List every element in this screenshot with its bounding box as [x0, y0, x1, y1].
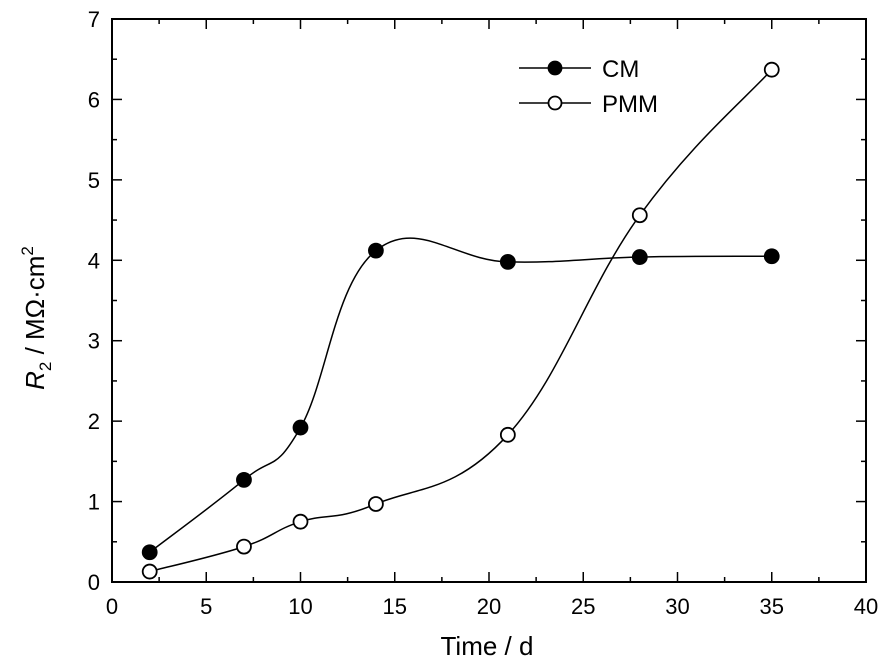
legend-label: PMM [602, 91, 658, 118]
x-tick-label: 5 [200, 594, 212, 619]
y-tick-label: 1 [88, 490, 100, 515]
series-line-cm [149, 237, 772, 553]
legend: CM PMM [519, 56, 658, 118]
data-point-pmm [236, 538, 252, 555]
data-point-pmm [141, 563, 158, 580]
x-tick-label: 25 [571, 594, 595, 619]
data-point-cm [141, 544, 158, 561]
legend-marker [547, 60, 563, 76]
y-tick-label: 0 [88, 570, 100, 595]
data-point-cm [292, 419, 309, 436]
data-point-cm [631, 249, 648, 265]
data-point-cm [763, 248, 780, 265]
x-tick-label: 40 [854, 594, 878, 619]
x-tick-label: 15 [383, 594, 407, 619]
data-point-pmm [499, 426, 516, 443]
series-pmm [141, 61, 780, 580]
y-tick-label: 4 [88, 248, 100, 273]
y-axis-title-symbol: R [20, 371, 50, 390]
y-axis-title-subscript: 2 [36, 362, 55, 371]
y-tick-label: 2 [88, 409, 100, 434]
x-axis-title: Time / d [441, 631, 534, 661]
data-point-cm [236, 471, 252, 488]
x-tick-label: 35 [760, 594, 784, 619]
x-axis: 0 5 10 15 20 25 30 35 40 [106, 19, 878, 619]
y-tick-label: 5 [88, 168, 100, 193]
series-line-pmm [149, 69, 773, 573]
x-tick-label: 30 [665, 594, 689, 619]
data-point-pmm [292, 513, 309, 530]
x-tick-label: 0 [106, 594, 118, 619]
data-point-pmm [631, 207, 648, 224]
series-layer [141, 61, 780, 580]
y-axis-title: R2 / MΩ·cm2 [18, 246, 55, 390]
plot-frame [111, 18, 867, 583]
legend-marker [547, 95, 563, 111]
y-tick-label: 6 [88, 87, 100, 112]
data-point-cm [499, 253, 516, 270]
x-tick-label: 10 [288, 594, 312, 619]
x-tick-label: 20 [477, 594, 501, 619]
data-point-cm [367, 242, 384, 259]
legend-item-pmm: PMM [519, 91, 658, 118]
data-point-pmm [367, 496, 384, 512]
data-point-pmm [763, 61, 780, 78]
legend-label: CM [602, 56, 639, 83]
series-cm [141, 237, 780, 561]
y-axis-title-unit: / MΩ·cm [20, 256, 50, 362]
y-tick-label: 7 [88, 7, 100, 32]
legend-item-cm: CM [519, 56, 639, 83]
y-tick-label: 3 [88, 329, 100, 354]
plot-area [111, 18, 867, 583]
y-axis: 0 1 2 3 4 5 6 7 [88, 7, 866, 595]
y-axis-title-superscript: 2 [18, 246, 37, 255]
